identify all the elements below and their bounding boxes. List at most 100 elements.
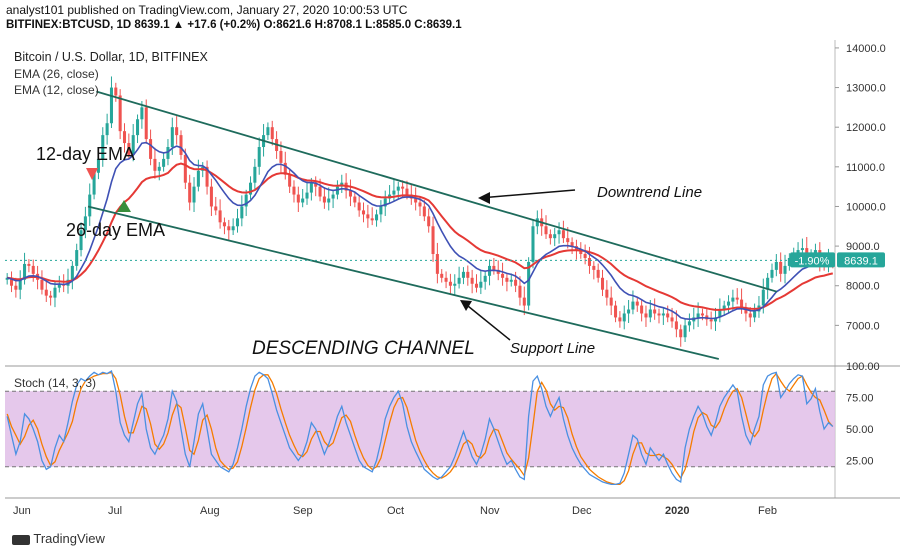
candle-body [83, 216, 87, 231]
candle-body [761, 289, 765, 306]
candle-body [427, 216, 431, 227]
candle-body [57, 283, 61, 288]
candle-body [14, 285, 18, 290]
candle-body [109, 87, 113, 124]
candle-body [114, 87, 118, 96]
change-badge [790, 252, 835, 268]
candle-body [448, 281, 452, 286]
candle-body [92, 172, 96, 195]
candle-body [283, 162, 287, 175]
candle-body [301, 198, 305, 203]
last-price-badge [837, 252, 885, 268]
stoch-tick-label: 100.00 [846, 361, 880, 373]
candle-body [253, 166, 257, 183]
candle-body [309, 182, 313, 193]
candle-body [740, 299, 744, 308]
ema26-annotation: 26-day EMA [66, 220, 165, 240]
candle-body [561, 230, 565, 239]
downtrend-arrowhead [478, 192, 490, 204]
downtrend-annotation: Downtrend Line [597, 184, 702, 201]
time-tick-label: Sep [293, 505, 313, 517]
candle-body [144, 107, 148, 140]
candle-body [292, 186, 296, 195]
candle-body [18, 279, 22, 290]
price-tick-label: 12000.0 [846, 122, 886, 134]
candle-body [505, 277, 509, 282]
support-line [87, 205, 720, 360]
candle-body [162, 158, 166, 167]
candle-body [461, 271, 465, 278]
candle-body [222, 222, 226, 227]
candle-body [548, 234, 552, 239]
candle-body [192, 186, 196, 203]
ema26-line [7, 162, 834, 311]
candle-body [44, 289, 48, 296]
candle-body [392, 190, 396, 195]
ema26-legend[interactable]: EMA (26, close) [14, 67, 99, 81]
tradingview-logo[interactable]: TradingView [12, 531, 105, 546]
downtrend-line [96, 90, 778, 293]
candle-body [453, 283, 457, 286]
candle-body [196, 170, 200, 187]
candle-body [600, 277, 605, 290]
candle-body [583, 254, 587, 258]
candle-body [96, 158, 100, 173]
candle-body [474, 283, 479, 288]
candle-body [557, 230, 561, 235]
time-tick-label: 2020 [665, 505, 689, 517]
candle-body [648, 309, 652, 318]
ema12-legend[interactable]: EMA (12, close) [14, 83, 99, 97]
candle-body [23, 263, 27, 280]
candle-body [753, 311, 757, 318]
stoch-legend[interactable]: Stoch (14, 3, 3) [14, 376, 97, 390]
candle-body [357, 202, 361, 211]
candle-body [170, 127, 174, 148]
candle-body [440, 273, 444, 278]
candle-body [627, 309, 631, 314]
support-arrowhead [460, 300, 472, 311]
candle-body [679, 329, 683, 338]
candle-body [401, 186, 405, 189]
candle-body [709, 319, 713, 322]
candle-body [766, 277, 770, 290]
candle-body [466, 271, 470, 278]
candle-body [209, 186, 213, 207]
candle-body [570, 242, 574, 247]
time-tick-label: Aug [200, 505, 220, 517]
candle-body [687, 321, 691, 326]
candle-body [587, 257, 591, 266]
stoch-tick-label: 25.00 [846, 456, 874, 468]
symbol-quote-line: BITFINEX:BTCUSD, 1D 8639.1 ▲ +17.6 (+0.2… [6, 19, 462, 31]
time-tick-label: Nov [480, 505, 500, 517]
candle-body [249, 182, 253, 195]
candle-body [140, 107, 144, 120]
candle-body [322, 196, 326, 203]
candle-body [131, 135, 135, 155]
candle-body [774, 261, 778, 270]
candle-body [470, 277, 474, 284]
candle-body [31, 265, 35, 274]
candle-body [122, 131, 127, 144]
candle-body [544, 226, 548, 235]
candle-body [235, 218, 240, 227]
symbol-title: Bitcoin / U.S. Dollar, 1D, BITFINEX [14, 50, 208, 64]
candle-body [670, 317, 674, 322]
tradingview-logo-icon [12, 534, 30, 545]
candle-body [348, 190, 352, 197]
candle-body [435, 254, 439, 274]
candle-body [779, 261, 783, 274]
candle-body [418, 202, 422, 207]
ema12-line [6, 141, 833, 321]
stoch-tick-label: 75.00 [846, 393, 874, 405]
candle-body [127, 143, 131, 155]
candle-body [727, 301, 731, 306]
ema12-arrow-marker [86, 168, 98, 180]
tradingview-logo-text: TradingView [33, 531, 105, 546]
candle-body [118, 95, 122, 132]
candle-body [457, 277, 461, 284]
candles [5, 76, 835, 347]
candle-body [214, 206, 218, 211]
stoch-k-line [6, 369, 834, 486]
candle-body [257, 147, 261, 167]
